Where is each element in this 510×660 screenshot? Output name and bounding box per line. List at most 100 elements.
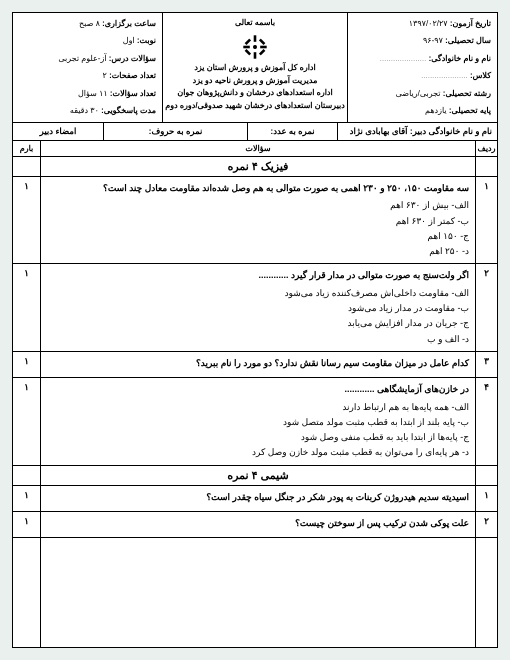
- org-line-3: اداره استعدادهای درخشان و دانش‌پژوهان جو…: [177, 87, 332, 100]
- exam-date-label: تاریخ آزمون:: [450, 19, 491, 28]
- q-stem: اسیدیته سدیم هیدروژن کربنات به پودر شکر …: [47, 490, 469, 505]
- student-name-label: نام و نام خانوادگی:: [429, 54, 491, 63]
- turn-value: اول: [123, 36, 135, 45]
- q-num: ۳: [475, 352, 497, 377]
- section-chemistry: شیمی ۴ نمره: [13, 466, 497, 486]
- turn-label: نوبت:: [137, 36, 156, 45]
- q-body: کدام عامل در میزان مقاومت سیم رسانا نقش …: [41, 352, 475, 377]
- q-opt: ج- ۱۵۰ اهم: [47, 229, 469, 244]
- col-num-header: ردیف: [475, 141, 497, 156]
- q-body: سه مقاومت ۱۵۰، ۲۵۰ و ۲۳۰ اهمی به صورت مت…: [41, 177, 475, 263]
- q-score: ۱: [13, 378, 41, 464]
- major-value: تجربی/ریاضی: [396, 89, 441, 98]
- school-year: سال تحصیلی: ۹۷-۹۶: [354, 34, 491, 48]
- turn: نوبت: اول: [19, 34, 156, 48]
- score-row: نام و نام خانوادگی دبیر: آقای بهابادی نژ…: [13, 123, 497, 141]
- pages-label: تعداد صفحات:: [109, 71, 156, 80]
- teacher-sign-label: امضاء دبیر: [13, 123, 103, 140]
- section-physics: فیزیک ۴ نمره: [13, 157, 497, 177]
- question-row: ۴ در خازن‌های آزمایشگاهی ............ ال…: [13, 378, 497, 465]
- org-line-2: مدیریت آموزش و پرورش ناحیه دو یزد: [193, 75, 318, 88]
- exam-time-label: ساعت برگزاری:: [102, 19, 156, 28]
- subject-label: سؤالات درس:: [109, 54, 156, 63]
- header-center-block: باسمه تعالی اداره کل آم: [163, 13, 347, 122]
- q-stem: کدام عامل در میزان مقاومت سیم رسانا نقش …: [47, 356, 469, 371]
- q-body: علت پوکی شدن ترکیب پس از سوختن چیست؟: [41, 512, 475, 537]
- q-score: ۱: [13, 512, 41, 537]
- pages-value: ۲: [103, 71, 107, 80]
- question-count-label: تعداد سؤالات:: [110, 89, 156, 98]
- q-score: ۱: [13, 486, 41, 511]
- exam-sheet: تاریخ آزمون: ۱۳۹۷/۰۲/۲۷ سال تحصیلی: ۹۷-۹…: [12, 12, 498, 648]
- q-num: ۴: [475, 378, 497, 464]
- bottom-spacer: [13, 538, 497, 647]
- grade: پایه تحصیلی: یازدهم: [354, 104, 491, 118]
- q-score: ۱: [13, 264, 41, 350]
- col-score-header: بارم: [13, 141, 41, 156]
- q-opt: الف- همه پایه‌ها به هم ارتباط دارند: [47, 400, 469, 415]
- q-opt: د- هر پایه‌ای را می‌توان به قطب مثبت مول…: [47, 445, 469, 460]
- q-stem: سه مقاومت ۱۵۰، ۲۵۰ و ۲۳۰ اهمی به صورت مت…: [47, 181, 469, 196]
- grade-value: یازدهم: [425, 106, 447, 115]
- duration: مدت پاسخگویی: ۳۰ دقیقه: [19, 104, 156, 118]
- q-num: ۲: [475, 512, 497, 537]
- school-year-value: ۹۷-۹۶: [423, 36, 443, 45]
- question-row: ۱ اسیدیته سدیم هیدروژن کربنات به پودر شک…: [13, 486, 497, 512]
- q-body: در خازن‌های آزمایشگاهی ............ الف-…: [41, 378, 475, 464]
- exam-date-value: ۱۳۹۷/۰۲/۲۷: [409, 19, 448, 28]
- grid-header: ردیف سؤالات بارم: [13, 141, 497, 157]
- q-stem: علت پوکی شدن ترکیب پس از سوختن چیست؟: [47, 516, 469, 531]
- teacher-name: نام و نام خانوادگی دبیر: آقای بهابادی نژ…: [337, 123, 497, 140]
- q-stem: اگر ولت‌سنج به صورت متوالی در مدار قرار …: [47, 268, 469, 283]
- student-name: نام و نام خانوادگی: ....................…: [354, 52, 491, 66]
- header-left-block: ساعت برگزاری: ۸ صبح نوبت: اول سؤالات درس…: [13, 13, 163, 122]
- org-line-1: اداره کل آموزش و پرورش استان یزد: [194, 62, 315, 75]
- logo-icon: [242, 34, 268, 60]
- q-opt: ج- پایه‌ها از ابتدا باید به قطب منفی وصل…: [47, 430, 469, 445]
- q-stem: در خازن‌های آزمایشگاهی ............: [47, 382, 469, 397]
- score-letter-label: نمره به حروف:: [103, 123, 247, 140]
- q-opt: ب- مقاومت در مدار زیاد می‌شود: [47, 301, 469, 316]
- major-label: رشته تحصیلی:: [443, 89, 491, 98]
- subject-value: آز-علوم تجربی: [58, 54, 106, 63]
- major: رشته تحصیلی: تجربی/ریاضی: [354, 87, 491, 101]
- q-opt: الف- بیش از ۶۳۰ اهم: [47, 198, 469, 213]
- q-opt: د- ۲۵۰ اهم: [47, 244, 469, 259]
- q-num: ۲: [475, 264, 497, 350]
- exam-time-value: ۸ صبح: [79, 19, 100, 28]
- student-name-blank: .....................: [380, 54, 427, 63]
- q-body: اگر ولت‌سنج به صورت متوالی در مدار قرار …: [41, 264, 475, 350]
- student-class: کلاس: .....................: [354, 69, 491, 83]
- section-chemistry-title: شیمی ۴ نمره: [41, 466, 475, 485]
- header-right-block: تاریخ آزمون: ۱۳۹۷/۰۲/۲۷ سال تحصیلی: ۹۷-۹…: [347, 13, 497, 122]
- q-opt: ج- جریان در مدار افزایش می‌یابد: [47, 316, 469, 331]
- exam-date: تاریخ آزمون: ۱۳۹۷/۰۲/۲۷: [354, 17, 491, 31]
- question-row: ۱ سه مقاومت ۱۵۰، ۲۵۰ و ۲۳۰ اهمی به صورت …: [13, 177, 497, 264]
- section-physics-title: فیزیک ۴ نمره: [41, 157, 475, 176]
- question-row: ۳ کدام عامل در میزان مقاومت سیم رسانا نق…: [13, 352, 497, 378]
- duration-label: مدت پاسخگویی:: [101, 106, 156, 115]
- q-body: اسیدیته سدیم هیدروژن کربنات به پودر شکر …: [41, 486, 475, 511]
- header: تاریخ آزمون: ۱۳۹۷/۰۲/۲۷ سال تحصیلی: ۹۷-۹…: [13, 13, 497, 123]
- question-row: ۲ علت پوکی شدن ترکیب پس از سوختن چیست؟ ۱: [13, 512, 497, 538]
- org-line-4: دبیرستان استعدادهای درخشان شهید صدوقی/دو…: [165, 100, 345, 113]
- question-count-value: ۱۱ سؤال: [78, 89, 108, 98]
- student-class-label: کلاس:: [470, 71, 491, 80]
- subject: سؤالات درس: آز-علوم تجربی: [19, 52, 156, 66]
- question-count: تعداد سؤالات: ۱۱ سؤال: [19, 87, 156, 101]
- besmellah: باسمه تعالی: [235, 17, 275, 30]
- exam-time: ساعت برگزاری: ۸ صبح: [19, 17, 156, 31]
- q-opt: د- الف و ب: [47, 332, 469, 347]
- question-row: ۲ اگر ولت‌سنج به صورت متوالی در مدار قرا…: [13, 264, 497, 351]
- q-num: ۱: [475, 177, 497, 263]
- grade-label: پایه تحصیلی:: [449, 106, 491, 115]
- duration-value: ۳۰ دقیقه: [70, 106, 99, 115]
- col-question-header: سؤالات: [41, 141, 475, 156]
- score-numeric-label: نمره به عدد:: [247, 123, 337, 140]
- q-opt: ب- پایه بلند از ابتدا به قطب مثبت مولد م…: [47, 415, 469, 430]
- q-score: ۱: [13, 177, 41, 263]
- q-opt: الف- مقاومت داخلی‌اش مصرف‌کننده زیاد می‌…: [47, 286, 469, 301]
- q-num: ۱: [475, 486, 497, 511]
- q-score: ۱: [13, 352, 41, 377]
- q-opt: ب- کمتر از ۶۳۰ اهم: [47, 214, 469, 229]
